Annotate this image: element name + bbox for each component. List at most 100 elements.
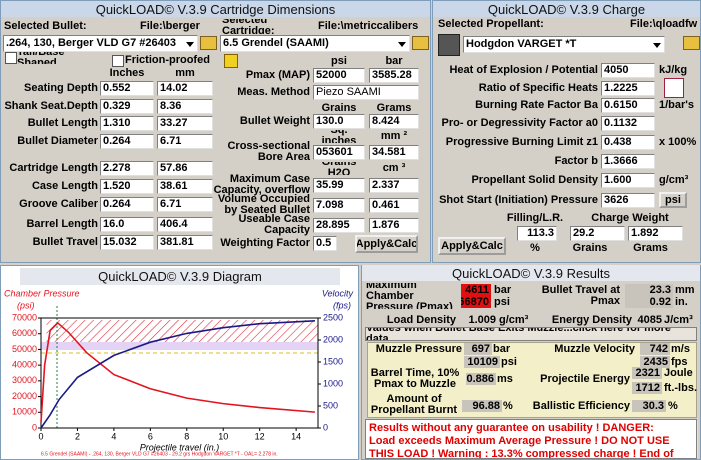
x-tick-label: 10	[218, 431, 228, 441]
input[interactable]: 38.61	[157, 178, 213, 194]
input[interactable]: 0.264	[100, 133, 154, 149]
input[interactable]: 0.461	[369, 197, 419, 213]
label: File:\berger	[140, 19, 200, 32]
value: 1.009	[468, 313, 496, 326]
cartridge-select[interactable]: 6.5 Grendel (SAAMI)	[220, 34, 410, 52]
folder-icon[interactable]	[200, 36, 217, 50]
tool-icon[interactable]	[664, 78, 684, 98]
checkbox-label[interactable]: Tail/Base Shaped	[17, 52, 65, 64]
input[interactable]: 33.27	[157, 115, 213, 131]
input[interactable]: 14.02	[157, 80, 213, 96]
input[interactable]: 3585.28	[369, 67, 419, 83]
input[interactable]: 1.892	[628, 225, 683, 241]
label: Selected Cartridge:	[222, 18, 275, 34]
y-axis-unit: (psi)	[17, 300, 35, 310]
input[interactable]: 381.81	[157, 234, 213, 250]
value: 1712	[632, 382, 662, 394]
folder-icon[interactable]	[683, 36, 700, 50]
label: Selected Propellant:	[438, 17, 544, 30]
x-tick-label: 2	[75, 431, 80, 441]
y2-tick-label: 500	[323, 400, 338, 410]
input[interactable]: 113.3	[517, 225, 557, 241]
y-tick-label: 40000	[12, 360, 37, 370]
plot-frame	[40, 317, 319, 429]
input[interactable]: 0.329	[100, 98, 154, 114]
unit: psi	[494, 296, 510, 308]
input[interactable]: 8.36	[157, 98, 213, 114]
input[interactable]: 0.264	[100, 196, 154, 212]
button[interactable]: Apply&Calc	[438, 237, 506, 255]
y-tick-label: 10000	[12, 407, 37, 417]
input[interactable]: 1.520	[100, 178, 154, 194]
propellant-icon	[438, 34, 460, 56]
x-tick-label: 0	[38, 431, 43, 441]
input[interactable]: 6.71	[157, 133, 213, 149]
input[interactable]: 053601	[313, 144, 365, 160]
input[interactable]: 8.424	[369, 113, 419, 129]
unit: Grains	[572, 241, 608, 254]
input[interactable]: 0.6150	[601, 97, 655, 113]
field-label: Progressive Burning Limit z1	[445, 135, 598, 148]
input[interactable]: 0.5	[313, 235, 337, 251]
column-header: mm ²	[380, 129, 408, 142]
input[interactable]: Piezo SAAMI	[313, 84, 419, 100]
unit: ms	[497, 373, 513, 385]
input[interactable]: 2.337	[369, 177, 419, 193]
input[interactable]: 29.2	[570, 225, 625, 241]
input[interactable]: 7.098	[313, 197, 365, 213]
input[interactable]: 28.895	[313, 217, 365, 233]
input[interactable]: 0.1132	[601, 115, 655, 131]
column-header: bar	[385, 54, 403, 67]
input[interactable]: 0.552	[100, 80, 154, 96]
field-label: Pro- or Degressivity Factor a0	[441, 116, 598, 129]
field-label: Case Length	[31, 179, 98, 192]
more-data-link[interactable]: Values when Bullet Base Exits Muzzle...c…	[365, 327, 697, 341]
field-label: Ratio of Specific Heats	[478, 81, 598, 94]
input[interactable]: 52000	[313, 67, 365, 83]
button[interactable]: psi	[659, 192, 687, 208]
field-label: Bullet Travel at Pmax	[541, 284, 620, 307]
window-title: QuickLOAD© V.3.9 Results	[362, 265, 700, 281]
folder-icon[interactable]	[412, 36, 429, 50]
field-label: Weighting Factor	[220, 236, 310, 249]
input[interactable]: 1.3666	[601, 153, 655, 169]
input[interactable]: 1.310	[100, 115, 154, 131]
field-label: Factor b	[554, 154, 598, 167]
input[interactable]: 16.0	[100, 216, 154, 232]
checkbox[interactable]	[5, 52, 17, 64]
field-label: Useable Case Capacity	[238, 214, 310, 236]
input[interactable]: 2.278	[100, 160, 154, 176]
unit: g/cm³	[499, 313, 529, 326]
column-header: Sq. inches	[321, 129, 357, 143]
input[interactable]: 35.99	[313, 177, 365, 193]
input[interactable]: 34.581	[369, 144, 419, 160]
y2-tick-label: 1500	[323, 356, 343, 366]
input[interactable]: 406.4	[157, 216, 213, 232]
input[interactable]: 57.86	[157, 160, 213, 176]
field-label: Volume Occupied by Seated Bullet	[217, 194, 310, 216]
propellant-select[interactable]: Hodgdon VARGET *T	[463, 35, 665, 53]
input[interactable]: 4050	[601, 62, 655, 78]
unit: ft.-lbs.	[664, 382, 697, 394]
bullet-select[interactable]: .264, 130, Berger VLD G7 #26403	[3, 34, 198, 52]
input[interactable]: 130.0	[313, 113, 365, 129]
checkbox-label[interactable]: Friction-proofed	[125, 54, 210, 66]
input[interactable]: 3626	[601, 192, 655, 208]
field-label: Barrel Length	[26, 217, 98, 230]
checkbox[interactable]	[112, 55, 124, 67]
y-tick-label: 30000	[12, 375, 37, 385]
input[interactable]: 1.876	[369, 217, 419, 233]
input[interactable]: 6.71	[157, 196, 213, 212]
field-label: Groove Caliber	[19, 197, 98, 210]
field-label: Ballistic Efficiency	[532, 399, 630, 412]
column-header: cm ³	[382, 161, 406, 174]
input[interactable]: 1.2225	[601, 80, 655, 96]
y2-tick-label: 0	[323, 422, 328, 432]
input[interactable]: 15.032	[100, 234, 154, 250]
button[interactable]: Apply&Calc	[355, 235, 418, 253]
input[interactable]: 0.438	[601, 134, 655, 150]
series-line	[40, 320, 315, 429]
input[interactable]: 1.600	[601, 172, 655, 188]
footnote: 6.5 Grendel (SAAMI) - .264, 130, Berger …	[41, 451, 278, 457]
